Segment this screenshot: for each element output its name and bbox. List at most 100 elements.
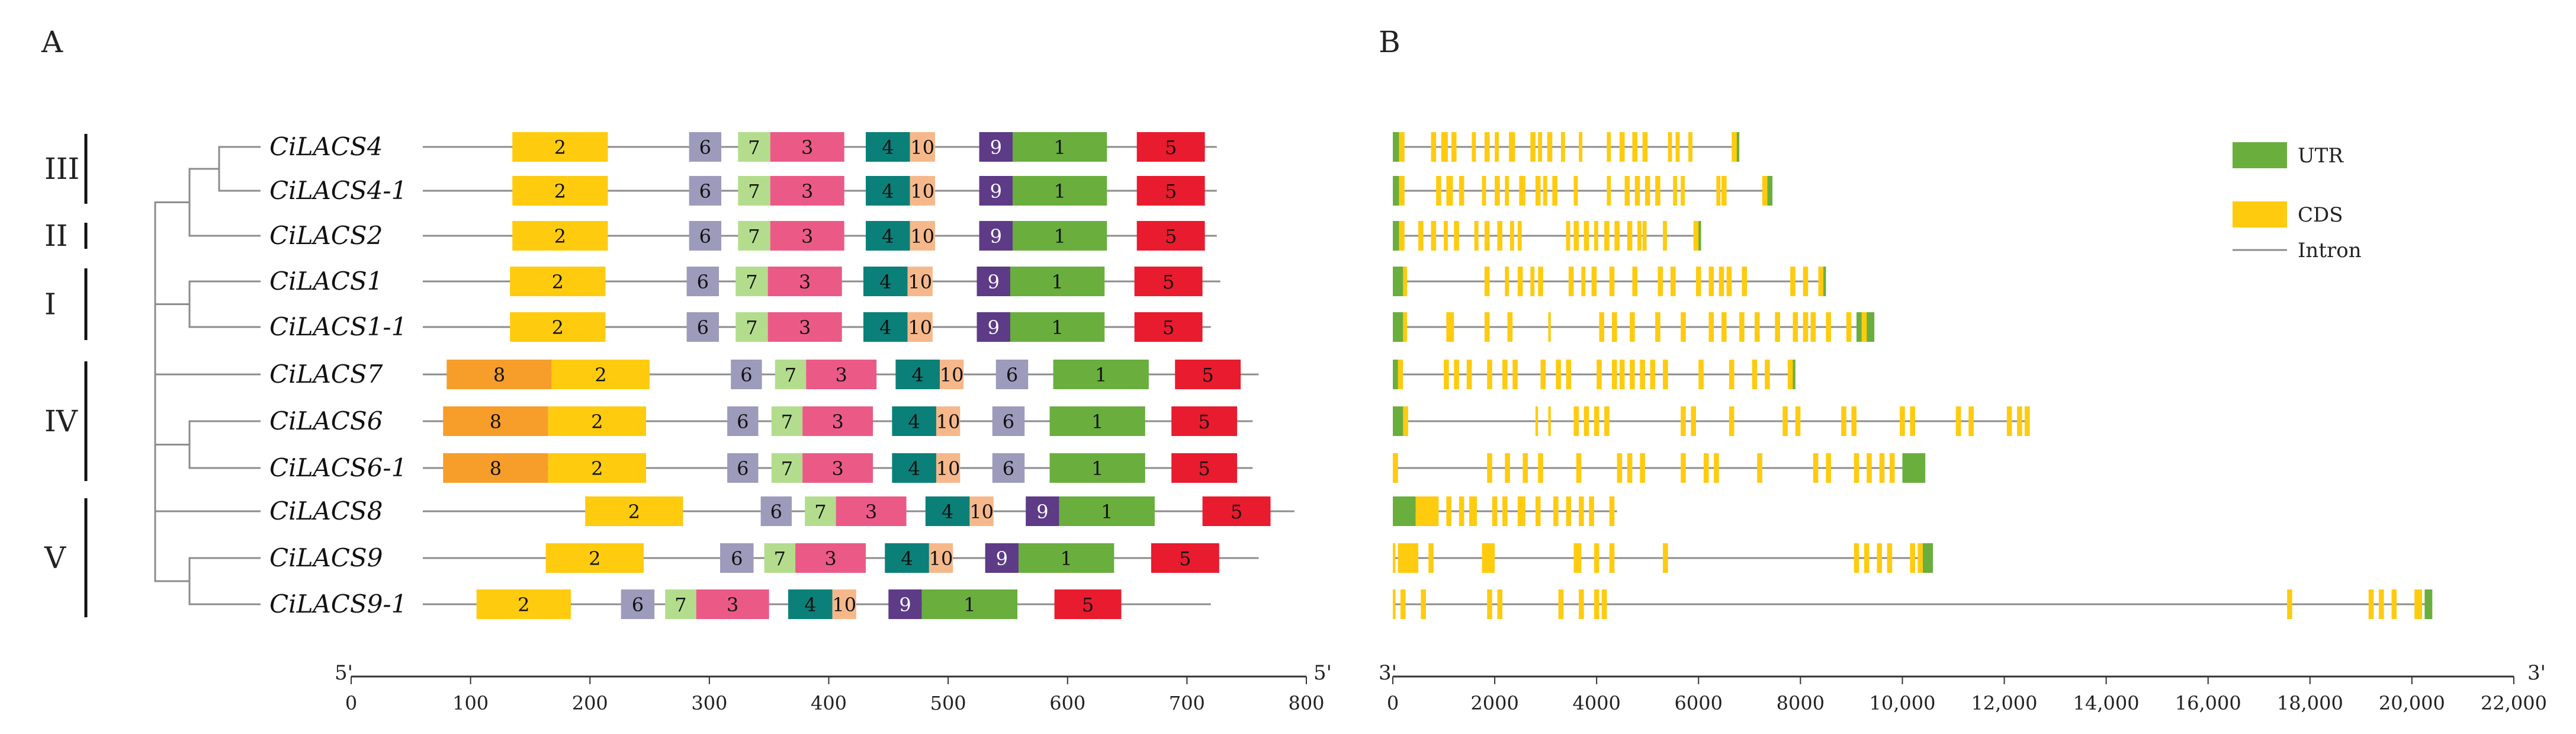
tree-branch [188, 420, 261, 469]
motif-number: 9 [990, 136, 1002, 159]
cds-block [1681, 176, 1685, 206]
gene-label: CiLACS2 [269, 221, 383, 250]
cds-block [1403, 267, 1408, 296]
cds-block [1543, 176, 1547, 206]
cds-block [1627, 221, 1633, 251]
motif-number: 6 [737, 457, 749, 480]
motif-4-box [892, 406, 936, 436]
motif-10-box [936, 406, 961, 436]
cds-block [1583, 406, 1589, 436]
tree-branch [188, 557, 261, 605]
cds-block [1509, 132, 1515, 162]
motif-row: CiLACS4-1 2 6 7 3 4 10 9 1 5 [269, 176, 1217, 206]
tree-branch [154, 201, 261, 512]
motif-number: 3 [799, 316, 811, 339]
cds-block [1624, 176, 1630, 206]
motif-3-box [696, 589, 769, 619]
cds-block [1703, 453, 1709, 483]
cds-block [1399, 132, 1405, 162]
tree-branch [188, 168, 261, 237]
cds-block [1466, 360, 1472, 389]
structure-axis-tick-label: 8000 [1777, 692, 1825, 714]
motif-5-box [1134, 312, 1203, 342]
cds-block [1495, 132, 1499, 162]
cds-block [1601, 589, 1607, 619]
motif-9-box [888, 589, 922, 619]
cds-block [1497, 589, 1502, 619]
cds-block [1826, 312, 1831, 342]
motif-number: 3 [865, 501, 877, 523]
motif-number: 6 [770, 501, 782, 523]
structure-row [1393, 267, 1826, 296]
utr-block [2424, 589, 2433, 619]
cds-block [1714, 453, 1719, 483]
motif-4-box [925, 496, 970, 526]
cds-block [1517, 221, 1522, 251]
cds-block [2391, 589, 2397, 619]
cds-block [1691, 406, 1696, 436]
motif-number: 1 [1053, 180, 1065, 203]
cds-block [1459, 176, 1464, 206]
cds-block [1594, 406, 1599, 436]
cds-block [1818, 267, 1824, 296]
cds-block [1403, 312, 1408, 342]
cds-block [1393, 543, 1396, 573]
legend-cds-swatch [2233, 201, 2287, 227]
motif-6-box [731, 360, 762, 389]
motif-number: 5 [1179, 547, 1191, 570]
motif-number: 1 [1101, 501, 1113, 523]
motif-number: 6 [632, 594, 644, 616]
cds-block [1611, 312, 1617, 342]
cds-block [1644, 176, 1650, 206]
cds-block [1765, 360, 1770, 389]
cds-block [1668, 132, 1672, 162]
cds-block [1854, 543, 1859, 573]
motif-3-box [802, 453, 873, 483]
motif-row: CiLACS9-1 2 6 7 3 4 10 9 1 5 [269, 589, 1211, 619]
motif-number: 5 [1162, 271, 1174, 293]
cds-block [1681, 453, 1686, 483]
structure-axis-tick-label: 2000 [1470, 692, 1518, 714]
motif-2-box [545, 543, 644, 573]
motif-number: 4 [908, 457, 920, 480]
motif-number: 8 [493, 364, 505, 386]
cds-block [1428, 543, 1434, 573]
cds-block [1721, 312, 1727, 342]
motif-3-box [770, 132, 844, 162]
motif-6-box [720, 543, 754, 573]
cds-block [1523, 453, 1528, 483]
motif-row: CiLACS2 2 6 7 3 4 10 9 1 5 [269, 221, 1217, 251]
motif-10-box [910, 221, 935, 251]
motif-1-box [1013, 132, 1107, 162]
motif-2-box [512, 221, 608, 251]
cds-block [1803, 312, 1809, 342]
motif-1-box [1059, 496, 1155, 526]
motif-5-box [1136, 176, 1205, 206]
motif-axis: 5' 5' 0 100 200 300 400 500 600 700 800 [335, 661, 1332, 714]
structure-axis-tick-label: 0 [1387, 692, 1399, 714]
motif-4-box [895, 360, 940, 389]
motif-axis-left-label: 5' [335, 661, 353, 685]
structure-row [1393, 496, 1617, 526]
cds-block [1517, 496, 1525, 526]
gene-label: CiLACS9-1 [269, 589, 407, 618]
cds-block [1487, 360, 1492, 389]
cds-block [1726, 267, 1732, 296]
motif-number: 5 [1198, 411, 1210, 433]
structure-axis-tick-label: 4000 [1572, 692, 1620, 714]
cds-block [1795, 406, 1801, 436]
motif-7-box [771, 453, 803, 483]
structure-row [1393, 360, 1796, 389]
motif-number: 7 [785, 364, 796, 386]
cds-block [1519, 176, 1525, 206]
motif-4-box [866, 221, 910, 251]
motif-3-box [802, 406, 873, 436]
cds-block [1502, 360, 1508, 389]
motif-5-box [1171, 406, 1238, 436]
motif-number: 3 [801, 136, 813, 159]
cds-block [1495, 176, 1500, 206]
motif-6-box [689, 221, 722, 251]
cds-block [1558, 589, 1564, 619]
cds-block [1454, 360, 1459, 389]
